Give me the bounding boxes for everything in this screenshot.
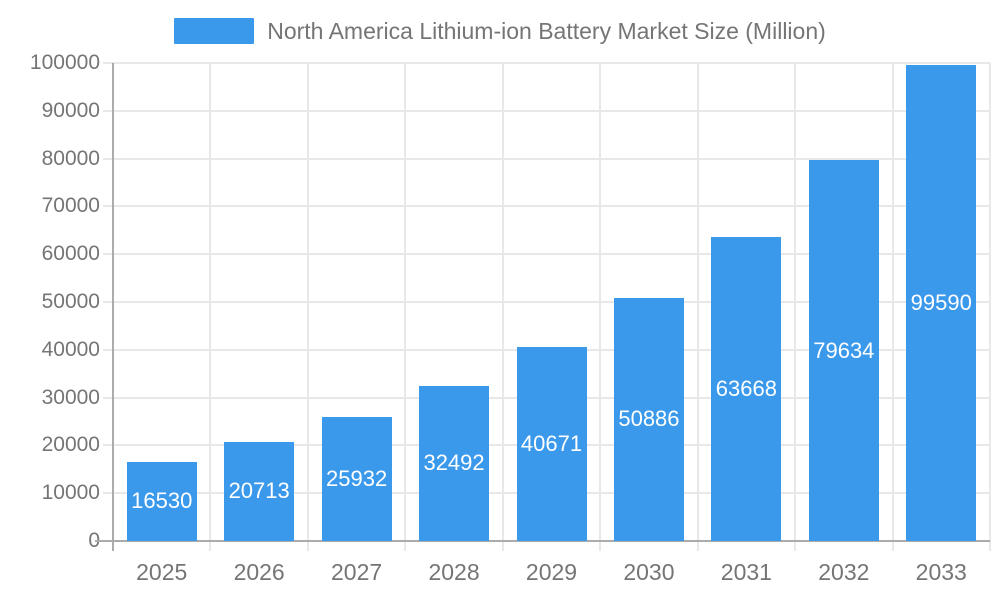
bar-value-label: 63668 bbox=[715, 375, 777, 401]
gridline-vertical bbox=[989, 63, 991, 541]
bar[interactable]: 40671 bbox=[516, 346, 587, 541]
x-axis-tick bbox=[794, 541, 797, 551]
x-axis-tick bbox=[404, 541, 407, 551]
y-axis-tick bbox=[103, 205, 113, 208]
bar[interactable]: 63668 bbox=[711, 236, 782, 541]
x-axis-tick bbox=[696, 541, 699, 551]
y-axis-line bbox=[112, 63, 114, 551]
gridline-horizontal bbox=[113, 205, 990, 208]
y-tick-label: 40000 bbox=[41, 337, 100, 361]
y-axis-tick bbox=[103, 348, 113, 351]
x-axis-tick bbox=[891, 541, 894, 551]
x-axis-tick bbox=[209, 541, 212, 551]
y-tick-label: 90000 bbox=[41, 98, 100, 122]
x-tick-label: 2027 bbox=[331, 559, 383, 585]
y-tick-label: 30000 bbox=[41, 385, 100, 409]
bar-value-label: 50886 bbox=[618, 406, 680, 432]
gridline-horizontal bbox=[113, 62, 990, 64]
x-tick-label: 2025 bbox=[136, 559, 188, 585]
bar[interactable]: 16530 bbox=[126, 461, 197, 541]
y-axis-tick bbox=[103, 62, 113, 64]
bar[interactable]: 20713 bbox=[224, 441, 295, 541]
y-tick-label: 10000 bbox=[41, 481, 100, 505]
x-axis-tick bbox=[501, 541, 504, 551]
bar-value-label: 20713 bbox=[228, 478, 290, 504]
y-tick-label: 80000 bbox=[41, 146, 100, 170]
legend[interactable]: North America Lithium-ion Battery Market… bbox=[0, 18, 1000, 44]
bar-value-label: 40671 bbox=[520, 430, 583, 456]
x-tick-label: 2032 bbox=[818, 559, 870, 585]
x-tick-label: 2028 bbox=[428, 559, 480, 585]
bar[interactable]: 32492 bbox=[419, 385, 490, 541]
y-axis-tick bbox=[103, 109, 113, 112]
y-tick-label: 60000 bbox=[41, 242, 100, 266]
legend-label: North America Lithium-ion Battery Market… bbox=[267, 18, 826, 44]
gridline-vertical bbox=[501, 63, 504, 541]
x-axis-tick bbox=[599, 541, 602, 551]
y-axis-tick bbox=[103, 157, 113, 160]
bar-value-label: 79634 bbox=[813, 337, 875, 363]
x-tick-label: 2026 bbox=[233, 559, 285, 585]
x-axis-tick bbox=[306, 541, 309, 551]
x-tick-label: 2031 bbox=[720, 559, 772, 585]
bar[interactable]: 79634 bbox=[808, 160, 879, 541]
gridline-horizontal bbox=[113, 301, 990, 303]
y-axis-tick bbox=[103, 396, 113, 399]
y-axis-tick bbox=[103, 492, 113, 495]
bar-value-label: 16530 bbox=[131, 488, 193, 514]
gridline-vertical bbox=[306, 63, 309, 541]
y-tick-label: 20000 bbox=[41, 433, 100, 457]
bar[interactable]: 99590 bbox=[906, 64, 977, 541]
x-tick-label: 2029 bbox=[525, 559, 578, 585]
bar[interactable]: 50886 bbox=[613, 297, 684, 541]
gridline-vertical bbox=[599, 63, 602, 541]
legend-swatch bbox=[174, 18, 255, 44]
gridline-vertical bbox=[891, 63, 894, 541]
gridline-vertical bbox=[696, 63, 699, 541]
x-tick-label: 2030 bbox=[623, 559, 675, 585]
gridline-horizontal bbox=[113, 253, 990, 256]
x-tick-label: 2033 bbox=[915, 559, 967, 585]
bar-value-label: 25932 bbox=[326, 466, 388, 491]
x-axis-line bbox=[95, 540, 990, 542]
gridline-horizontal bbox=[113, 109, 990, 112]
x-axis-tick bbox=[989, 541, 991, 551]
y-axis-tick bbox=[103, 253, 113, 256]
y-tick-label: 50000 bbox=[41, 290, 100, 313]
y-tick-label: 70000 bbox=[41, 194, 100, 218]
gridline-vertical bbox=[404, 63, 407, 541]
bar[interactable]: 25932 bbox=[321, 417, 392, 541]
y-axis-tick bbox=[103, 444, 113, 447]
gridline-horizontal bbox=[113, 157, 990, 160]
gridline-vertical bbox=[209, 63, 212, 541]
y-axis-tick bbox=[103, 301, 113, 303]
y-tick-label: 100000 bbox=[29, 51, 100, 74]
bar-value-label: 99590 bbox=[910, 289, 972, 315]
bar-value-label: 32492 bbox=[423, 450, 485, 476]
gridline-vertical bbox=[794, 63, 797, 541]
y-tick-label: 0 bbox=[0, 527, 100, 555]
